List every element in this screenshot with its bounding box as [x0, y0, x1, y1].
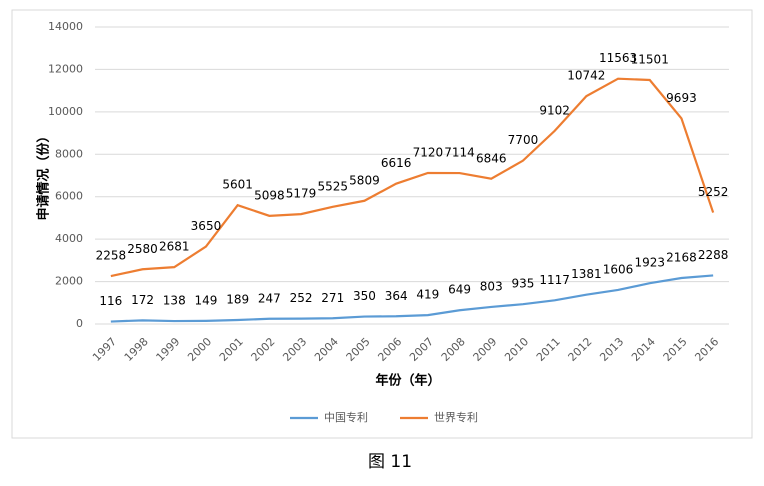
x-tick-label: 2009: [471, 335, 500, 364]
data-label: 2681: [159, 240, 190, 254]
data-label: 2288: [698, 248, 729, 262]
data-label: 7114: [444, 146, 475, 160]
data-label: 5098: [254, 188, 285, 202]
data-label: 11563: [599, 51, 637, 65]
data-label: 172: [131, 293, 154, 307]
data-label: 138: [163, 294, 186, 308]
data-label: 649: [448, 283, 471, 297]
data-label: 9102: [539, 103, 570, 117]
data-label: 6846: [476, 151, 507, 165]
data-label: 9693: [666, 91, 697, 105]
data-label: 1117: [539, 273, 570, 287]
x-tick-label: 2013: [597, 335, 626, 364]
data-label: 11501: [631, 53, 669, 67]
legend-label: 世界专利: [434, 410, 478, 424]
x-tick-label: 2002: [249, 335, 278, 364]
chart-frame: [11, 9, 753, 439]
y-tick-label: 2000: [55, 275, 83, 288]
x-tick-label: 1998: [122, 335, 151, 364]
y-tick-label: 0: [76, 317, 83, 330]
y-tick-label: 14000: [48, 20, 83, 33]
x-tick-label: 2004: [312, 335, 341, 364]
x-tick-label: 2016: [692, 335, 721, 364]
x-tick-label: 1999: [154, 335, 183, 364]
data-label: 935: [511, 277, 534, 291]
legend-label: 中国专利: [324, 410, 368, 424]
data-label: 252: [290, 291, 313, 305]
x-tick-label: 2006: [375, 335, 404, 364]
x-axis-label: 年份（年）: [375, 373, 440, 389]
data-label: 364: [385, 289, 408, 303]
x-tick-label: 2014: [629, 335, 658, 364]
data-label: 803: [480, 279, 503, 293]
x-tick-label: 2010: [502, 335, 531, 364]
data-label: 3650: [191, 219, 222, 233]
x-tick-label: 2001: [217, 335, 246, 364]
data-label: 5252: [698, 185, 729, 199]
x-tick-label: 2012: [566, 335, 595, 364]
data-label: 5179: [286, 187, 317, 201]
x-tick-label: 2015: [661, 335, 690, 364]
y-tick-label: 6000: [55, 190, 83, 203]
data-label: 2168: [666, 251, 697, 265]
data-label: 350: [353, 289, 376, 303]
data-label: 116: [99, 294, 122, 308]
y-tick-label: 12000: [48, 62, 83, 75]
data-label: 419: [416, 288, 439, 302]
y-axis-label: 申请情况（份）: [36, 129, 52, 220]
data-label: 6616: [381, 156, 412, 170]
data-label: 7700: [508, 133, 539, 147]
data-label: 1923: [634, 256, 665, 270]
data-label: 10742: [567, 69, 605, 83]
y-tick-label: 8000: [55, 147, 83, 160]
x-tick-label: 1997: [90, 335, 119, 364]
x-tick-label: 2008: [439, 335, 468, 364]
data-label: 1606: [603, 262, 634, 276]
y-tick-label: 10000: [48, 105, 83, 118]
data-label: 5525: [317, 179, 348, 193]
data-label: 2258: [96, 249, 127, 263]
series-line: [110, 274, 714, 323]
data-label: 149: [194, 293, 217, 307]
x-tick-label: 2000: [185, 335, 214, 364]
data-label: 271: [321, 291, 344, 305]
data-label: 5601: [222, 178, 253, 192]
x-tick-label: 2005: [344, 335, 373, 364]
data-label: 1381: [571, 267, 602, 281]
data-label: 2580: [127, 242, 158, 256]
x-tick-label: 2011: [534, 335, 563, 364]
series-line: [110, 77, 715, 278]
data-label: 189: [226, 292, 249, 306]
x-tick-label: 2003: [280, 335, 309, 364]
data-label: 7120: [413, 145, 444, 159]
y-tick-label: 4000: [55, 232, 83, 245]
x-tick-label: 2007: [407, 335, 436, 364]
data-label: 5809: [349, 173, 380, 187]
caption: 图 11: [368, 452, 412, 472]
data-label: 247: [258, 291, 281, 305]
